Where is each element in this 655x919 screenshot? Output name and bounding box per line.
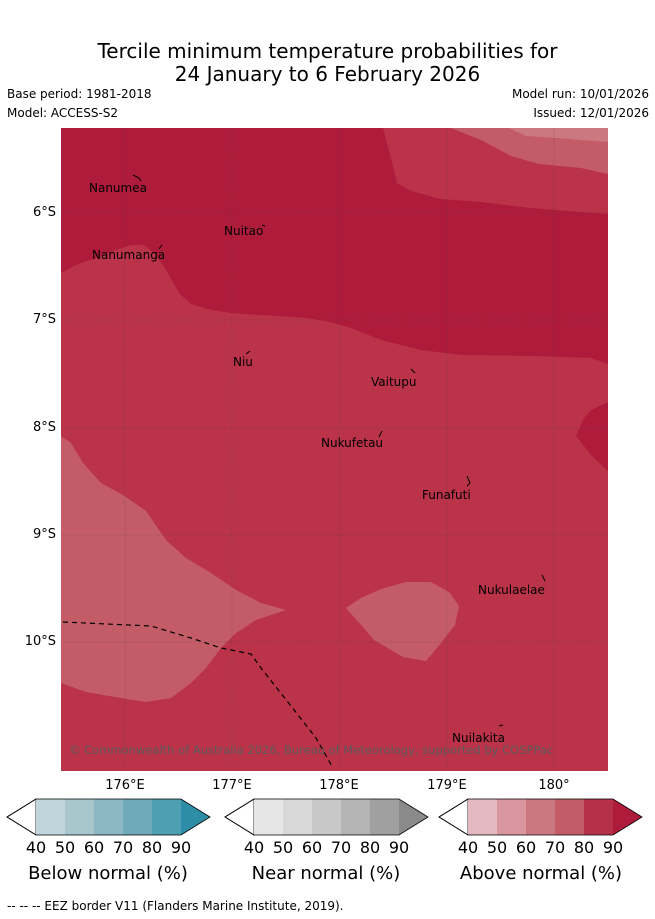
lon-label: 178°E <box>319 778 359 793</box>
place-label: Nanumea <box>89 181 147 195</box>
model-run: Model run: 10/01/2026 <box>511 87 649 101</box>
colorbar-tick: 70 <box>544 838 566 857</box>
colorbar-near-normal <box>224 798 429 836</box>
colorbar-above-swatch <box>468 799 497 835</box>
island-mark-funafuti <box>466 475 471 487</box>
base-period: Base period: 1981-2018 <box>7 87 152 101</box>
issued-date: Issued: 12/01/2026 <box>533 106 649 120</box>
colorbar-tick: 90 <box>388 838 410 857</box>
colorbar-below-swatch <box>152 799 181 835</box>
island-mark-nuilakita <box>498 724 504 727</box>
lat-label: 8°S <box>32 420 56 435</box>
lat-label: 6°S <box>32 205 56 220</box>
colorbar-tick: 40 <box>243 838 265 857</box>
place-label: Nuilakita <box>452 731 505 745</box>
colorbar-tick: 40 <box>25 838 47 857</box>
colorbar-near-under-triangle <box>224 798 255 836</box>
lon-label: 179°E <box>427 778 467 793</box>
colorbar-below-normal <box>6 798 211 836</box>
place-label: Nuitao <box>224 224 263 238</box>
title-line-1: Tercile minimum temperature probabilitie… <box>97 39 558 63</box>
title-line-2: 24 January to 6 February 2026 <box>174 62 481 86</box>
map-region-60-70-southwest <box>61 436 286 702</box>
colorbar-tick: 60 <box>83 838 105 857</box>
island-mark-nanumanga <box>158 244 163 250</box>
colorbar-tick: 80 <box>573 838 595 857</box>
island-mark-nukulaelae <box>541 574 546 582</box>
map-region-60-70-northeast <box>451 128 608 174</box>
map-region-80-90-east <box>576 402 608 471</box>
island-mark-vaitupu <box>410 368 416 374</box>
colorbar-tick: 90 <box>602 838 624 857</box>
place-label: Nanumanga <box>92 248 165 262</box>
island-mark-nuitao <box>261 224 266 227</box>
island-mark-nanumea <box>132 174 142 182</box>
colorbar-below-under-triangle <box>6 798 37 836</box>
eez-legend-footnote: -- -- -- EEZ border V11 (Flanders Marine… <box>7 899 344 913</box>
colorbar-near-swatch <box>283 799 312 835</box>
map-attribution: © Commonwealth of Australia 2026, Bureau… <box>69 743 553 757</box>
colorbar-above-swatch <box>555 799 584 835</box>
model-name: Model: ACCESS-S2 <box>7 106 119 120</box>
colorbar-tick: 50 <box>272 838 294 857</box>
colorbar-tick: 90 <box>170 838 192 857</box>
map-region-60-70-southeast <box>346 582 459 661</box>
colorbar-near-swatch <box>254 799 283 835</box>
colorbar-tick: 70 <box>112 838 134 857</box>
colorbars <box>6 798 643 836</box>
lat-label: 9°S <box>32 527 56 542</box>
place-label: Niu <box>233 355 253 369</box>
map-region-50-60-northeast <box>509 128 608 142</box>
colorbar-tick: 80 <box>141 838 163 857</box>
place-label: Funafuti <box>422 488 471 502</box>
island-mark-niu <box>245 350 251 355</box>
place-label: Vaitupu <box>371 375 417 389</box>
colorbar-tick: 80 <box>359 838 381 857</box>
colorbar-near-swatch <box>341 799 370 835</box>
colorbar-above-swatch <box>584 799 613 835</box>
colorbar-above-over-triangle <box>613 799 642 835</box>
island-mark-nukufetau <box>378 430 383 438</box>
colorbar-above-title: Above normal (%) <box>459 863 623 884</box>
colorbar-near-swatch <box>312 799 341 835</box>
probability-map: Nanumea Nuitao Nanumanga Niu Vaitupu Nuk… <box>61 128 608 771</box>
colorbar-tick: 60 <box>301 838 323 857</box>
colorbar-below-swatch <box>36 799 65 835</box>
colorbar-below-swatch <box>94 799 123 835</box>
colorbar-above-normal <box>438 798 643 836</box>
lat-label: 10°S <box>24 634 56 649</box>
colorbar-above-swatch <box>526 799 555 835</box>
eez-border <box>62 621 334 769</box>
lon-label: 180° <box>538 778 570 793</box>
lat-label: 7°S <box>32 312 56 327</box>
colorbar-tick: 60 <box>515 838 537 857</box>
colorbar-below-over-triangle <box>181 799 210 835</box>
place-label: Nukufetau <box>321 436 383 450</box>
lon-label: 177°E <box>212 778 252 793</box>
place-label: Nukulaelae <box>478 583 545 597</box>
colorbar-near-title: Near normal (%) <box>251 863 401 884</box>
map-title: Tercile minimum temperature probabilitie… <box>0 40 655 86</box>
colorbar-above-under-triangle <box>438 798 469 836</box>
colorbar-above-swatch <box>497 799 526 835</box>
colorbar-tick: 40 <box>457 838 479 857</box>
colorbar-near-swatch <box>370 799 399 835</box>
lon-label: 176°E <box>105 778 145 793</box>
colorbar-below-swatch <box>123 799 152 835</box>
colorbar-below-title: Below normal (%) <box>28 863 188 884</box>
colorbar-tick: 50 <box>486 838 508 857</box>
colorbar-below-swatch <box>65 799 94 835</box>
colorbar-near-over-triangle <box>399 799 428 835</box>
colorbar-tick: 70 <box>330 838 352 857</box>
colorbar-tick: 50 <box>54 838 76 857</box>
